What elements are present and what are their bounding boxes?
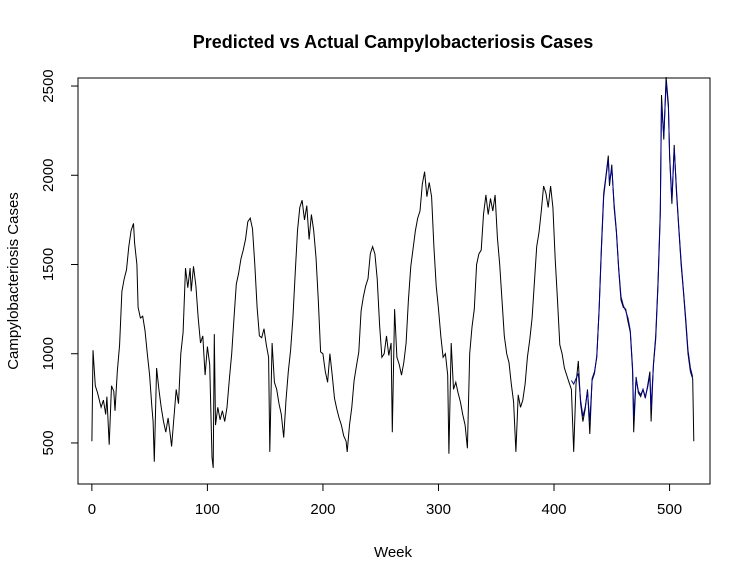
x-tick-label: 100 (195, 501, 220, 518)
y-axis-label: Campylobacteriosis Cases (5, 192, 22, 370)
y-tick-label: 2500 (40, 69, 57, 102)
series-line-2 (570, 82, 694, 422)
y-tick-label: 1000 (40, 337, 57, 370)
x-tick-label: 300 (426, 501, 451, 518)
x-tick-label: 400 (542, 501, 567, 518)
series-line-1 (91, 77, 695, 468)
x-tick-label: 0 (88, 501, 96, 518)
x-tick-label: 500 (657, 501, 682, 518)
x-axis-label: Week (374, 544, 413, 561)
y-tick-label: 1500 (40, 248, 57, 281)
y-axis: 500 1000 1500 2000 2500 (40, 69, 79, 455)
plot-frame (77, 77, 711, 485)
y-tick-label: 500 (40, 430, 57, 455)
y-tick-label: 2000 (40, 159, 57, 192)
x-axis: 0 100 200 300 400 500 (88, 483, 682, 518)
x-tick-label: 200 (310, 501, 335, 518)
chart-title: Predicted vs Actual Campylobacteriosis C… (193, 32, 594, 52)
series-group (91, 77, 695, 468)
